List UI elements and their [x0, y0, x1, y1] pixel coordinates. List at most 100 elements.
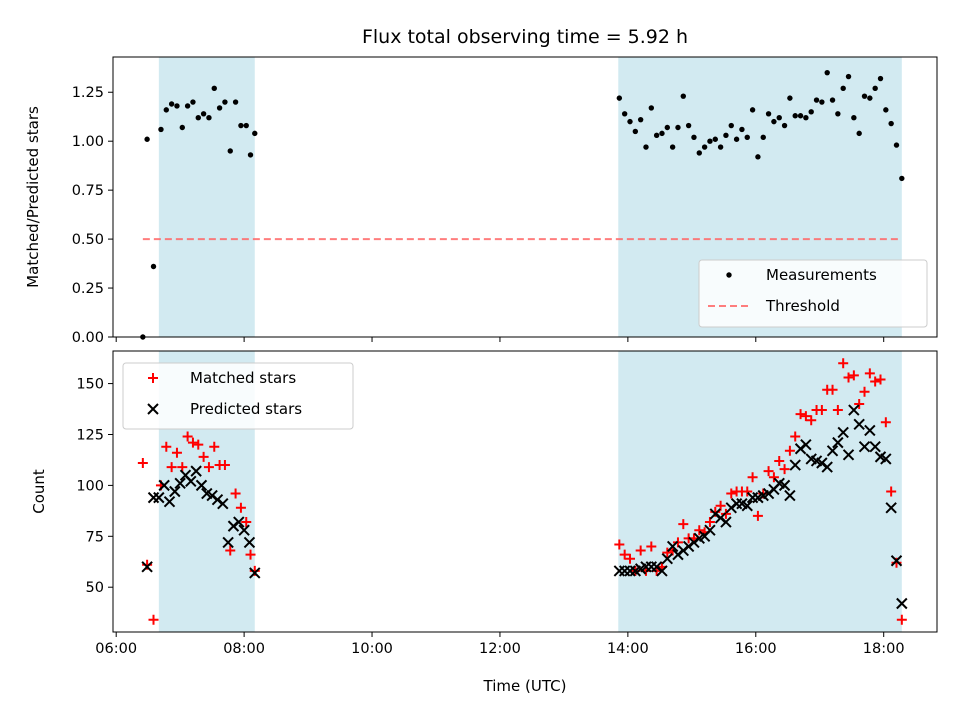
measurement-point	[883, 107, 889, 113]
measurement-point	[238, 122, 244, 129]
matched-star-point	[678, 519, 689, 530]
y-axis-label-ratio: Matched/Predicted stars	[24, 106, 42, 288]
measurement-point	[739, 126, 745, 133]
measurement-point	[813, 97, 820, 103]
measurement-point	[653, 132, 660, 139]
measurement-point	[627, 118, 633, 125]
matched-star-point	[704, 517, 715, 528]
measurement-point	[190, 99, 196, 105]
matched-star-point	[827, 384, 838, 395]
predicted-star-point	[853, 418, 865, 431]
predicted-star-point	[158, 479, 170, 492]
matched-star-point	[854, 398, 865, 409]
measurement-point	[797, 113, 804, 119]
matched-star-point	[694, 525, 705, 536]
matched-star-point	[635, 545, 646, 556]
measurement-point	[867, 95, 873, 101]
predicted-star-point	[169, 485, 181, 498]
matched-star-point	[774, 455, 785, 466]
predicted-star-point	[789, 459, 801, 471]
predicted-star-point	[704, 524, 716, 536]
x-tick-label: 16:00	[735, 641, 777, 657]
matched-star-point	[137, 457, 148, 468]
predicted-star-point	[821, 461, 833, 473]
measurement-point	[744, 134, 750, 140]
measurement-point	[872, 85, 878, 92]
matched-star-point	[779, 464, 790, 475]
legend-label: Measurements	[766, 266, 877, 284]
predicted-star-point	[778, 479, 791, 492]
matched-star-point	[800, 411, 811, 422]
measurement-point	[150, 263, 157, 270]
matched-star-point	[662, 547, 673, 558]
y-tick-label: 0.50	[72, 232, 104, 248]
predicted-star-point	[896, 597, 908, 610]
matched-star-point	[795, 409, 806, 420]
measurement-point	[247, 152, 254, 158]
matched-star-point	[166, 462, 177, 473]
measurement-point	[227, 148, 233, 154]
measurement-point	[174, 103, 180, 109]
matched-star-point	[752, 510, 763, 521]
matched-star-point	[838, 358, 849, 369]
predicted-star-point	[864, 424, 876, 437]
predicted-star-point	[153, 491, 165, 504]
matched-star-point	[203, 462, 214, 473]
measurement-point	[749, 107, 756, 113]
matched-star-point	[742, 486, 753, 497]
predicted-star-point	[243, 536, 256, 549]
measurement-point	[829, 97, 836, 103]
matched-star-point	[171, 447, 182, 458]
predicted-star-point	[217, 498, 229, 510]
matched-star-point	[177, 462, 188, 473]
predicted-star-point	[869, 440, 881, 453]
measurement-point	[163, 107, 169, 113]
x-tick-label: 08:00	[223, 641, 265, 657]
predicted-star-point	[222, 536, 234, 549]
measurement-point	[835, 111, 841, 117]
measurement-point	[179, 124, 185, 131]
predicted-star-point	[858, 440, 871, 453]
measurement-point	[787, 95, 793, 101]
predicted-star-point	[848, 404, 860, 416]
measurement-point	[819, 99, 825, 105]
y-axis-label-count: Count	[30, 469, 48, 514]
measurement-point	[669, 144, 676, 150]
predicted-star-point	[880, 453, 892, 465]
matched-star-point	[896, 614, 907, 625]
measurement-point	[195, 114, 201, 121]
measurement-point	[728, 122, 734, 129]
matched-star-point	[193, 439, 204, 450]
measurement-point	[158, 126, 164, 133]
measurement-point	[701, 144, 708, 150]
matched-star-point	[614, 539, 625, 550]
measurement-point	[776, 114, 782, 121]
measurement-point	[712, 136, 718, 142]
matched-star-point	[790, 431, 801, 442]
matched-star-point	[784, 445, 795, 456]
measurement-point	[200, 111, 207, 117]
measurement-point	[893, 142, 900, 148]
predicted-star-point	[666, 540, 679, 553]
x-tick-label: 14:00	[607, 641, 649, 657]
measurement-point	[632, 128, 639, 135]
matched-star-point	[198, 451, 209, 462]
predicted-star-point	[784, 489, 796, 502]
y-tick-label: 1.25	[72, 85, 104, 101]
predicted-star-point	[890, 555, 903, 567]
measurement-point	[616, 95, 623, 101]
measurement-point	[803, 114, 809, 121]
measurement-point	[808, 109, 814, 115]
matched-star-point	[241, 517, 252, 528]
matched-star-point	[832, 405, 843, 416]
matched-star-point	[875, 374, 886, 385]
measurement-point	[765, 111, 772, 117]
y-tick-label: 125	[76, 427, 104, 443]
matched-star-point	[230, 488, 241, 499]
measurement-point	[232, 99, 239, 105]
measurement-point	[216, 105, 223, 111]
matched-star-point	[245, 549, 256, 560]
y-tick-label: 75	[86, 529, 104, 545]
predicted-star-point	[826, 445, 839, 457]
